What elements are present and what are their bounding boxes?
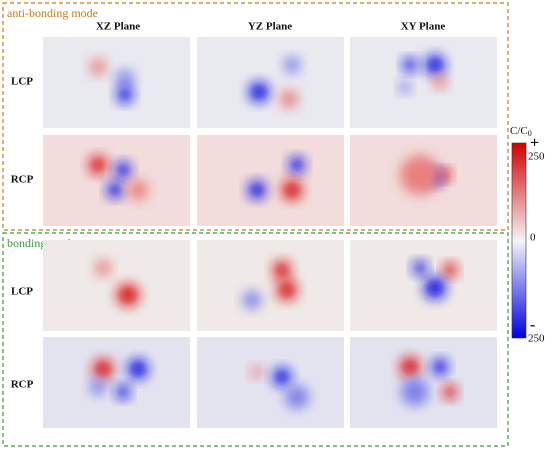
field-blob (277, 280, 297, 300)
field-blob (116, 70, 134, 88)
field-blob (128, 180, 148, 200)
heatmap-panel (197, 37, 344, 128)
field-blob (90, 379, 106, 395)
field-blob (400, 357, 420, 377)
field-blob (248, 181, 266, 199)
field-blob (399, 81, 411, 93)
field-blob (90, 59, 106, 75)
heatmap-panel (350, 135, 497, 226)
field-blob (251, 366, 263, 378)
panel-background (43, 135, 190, 226)
field-blob (107, 182, 123, 198)
heatmap-panel (43, 337, 190, 428)
panel-background (43, 240, 190, 331)
field-blob (93, 359, 113, 379)
heatmap-panel (350, 337, 497, 428)
field-blob (95, 260, 111, 276)
heatmap-panel (43, 240, 190, 331)
field-blob (284, 57, 300, 73)
group-box (2, 2, 509, 231)
panel-background (43, 37, 190, 128)
field-blob (400, 155, 440, 195)
heatmap-panel (197, 135, 344, 226)
heatmap-panel (43, 37, 190, 128)
colorbar-label: 250 (528, 151, 545, 163)
field-blob (128, 359, 148, 379)
field-blob (443, 385, 457, 399)
panel-background (197, 337, 344, 428)
field-blob (280, 90, 298, 108)
heatmap-panel (197, 240, 344, 331)
column-header: XZ Plane (96, 21, 140, 33)
group-box (2, 232, 509, 447)
row-label: RCP (11, 174, 34, 186)
colorbar (511, 142, 527, 339)
field-blob (443, 263, 457, 277)
field-blob (433, 75, 447, 89)
colorbar-sign: - (530, 317, 535, 334)
colorbar-label: 0 (530, 232, 536, 244)
field-blob (401, 378, 429, 406)
colorbar-sign: + (530, 135, 539, 152)
panel-background (197, 135, 344, 226)
field-blob (117, 87, 133, 103)
heatmaps (43, 37, 497, 428)
column-header: YZ Plane (248, 21, 292, 33)
field-blob (285, 385, 309, 409)
column-header: XY Plane (401, 21, 446, 33)
heatmap-panel (350, 240, 497, 331)
field-blob (249, 82, 269, 102)
field-blob (425, 55, 445, 75)
field-blob (432, 359, 448, 375)
field-blob (439, 169, 451, 181)
field-blob (115, 162, 131, 178)
field-blob (243, 291, 261, 309)
field-blob (413, 261, 427, 275)
heatmap-panel (43, 135, 190, 226)
field-blob (116, 385, 130, 399)
heatmap-panel (350, 37, 497, 128)
field-blob (424, 277, 446, 299)
field-blob (403, 58, 417, 72)
panel-background (197, 37, 344, 128)
panel-background (197, 240, 344, 331)
panel-background (350, 37, 497, 128)
heatmap-panel (197, 337, 344, 428)
field-blob (117, 284, 139, 306)
field-blob (273, 368, 291, 386)
colorbar-title: C/C0 (510, 125, 532, 138)
row-label: LCP (11, 286, 33, 298)
field-blob (89, 156, 107, 174)
field-blob (282, 180, 302, 200)
group-title: anti-bonding mode (7, 6, 98, 20)
row-label: LCP (11, 76, 33, 88)
field-blob (273, 261, 291, 279)
field-blob (289, 157, 305, 173)
panel-background (43, 337, 190, 428)
panel-background (350, 240, 497, 331)
row-label: RCP (11, 379, 34, 391)
colorbar-label: 250 (528, 333, 545, 345)
